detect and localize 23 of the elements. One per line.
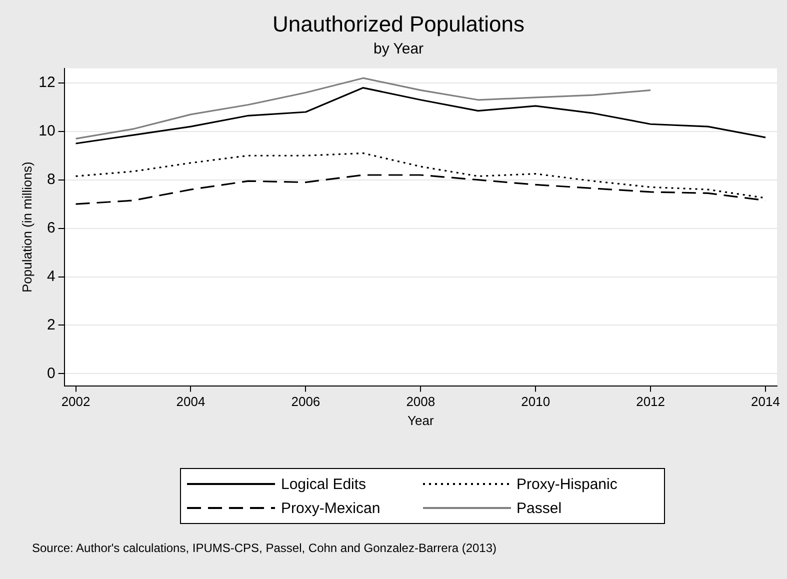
x-tick-label: 2002 — [61, 394, 90, 410]
legend-label: Proxy-Hispanic — [516, 476, 618, 492]
source-note: Source: Author's calculations, IPUMS-CPS, Passel, Cohn and Gonzalez-Barrera (2013) — [32, 541, 497, 555]
x-tick-label: 2012 — [636, 394, 666, 410]
x-tick-label: 2006 — [291, 394, 320, 410]
x-tick-label: 2010 — [521, 394, 550, 410]
y-tick-label: 0 — [46, 364, 56, 382]
y-tick-label: 8 — [46, 170, 56, 188]
legend-label: Passel — [516, 500, 562, 516]
chart-title: Unauthorized Populations — [272, 11, 524, 36]
y-tick-label: 4 — [46, 268, 56, 285]
y-tick-label: 12 — [38, 74, 56, 92]
x-tick-label: 2004 — [176, 394, 206, 410]
y-tick-label: 2 — [46, 316, 56, 334]
legend-label: Logical Edits — [281, 476, 366, 492]
x-tick-label: 2014 — [751, 394, 780, 410]
chart-subtitle: by Year — [373, 40, 424, 58]
legend-label: Proxy-Mexican — [281, 500, 380, 516]
y-tick-label: 10 — [38, 122, 56, 140]
x-tick-label: 2008 — [406, 394, 436, 410]
x-axis-title: Year — [408, 412, 434, 428]
y-axis-title: Population (in millions) — [19, 162, 34, 292]
y-tick-label: 6 — [46, 219, 56, 236]
